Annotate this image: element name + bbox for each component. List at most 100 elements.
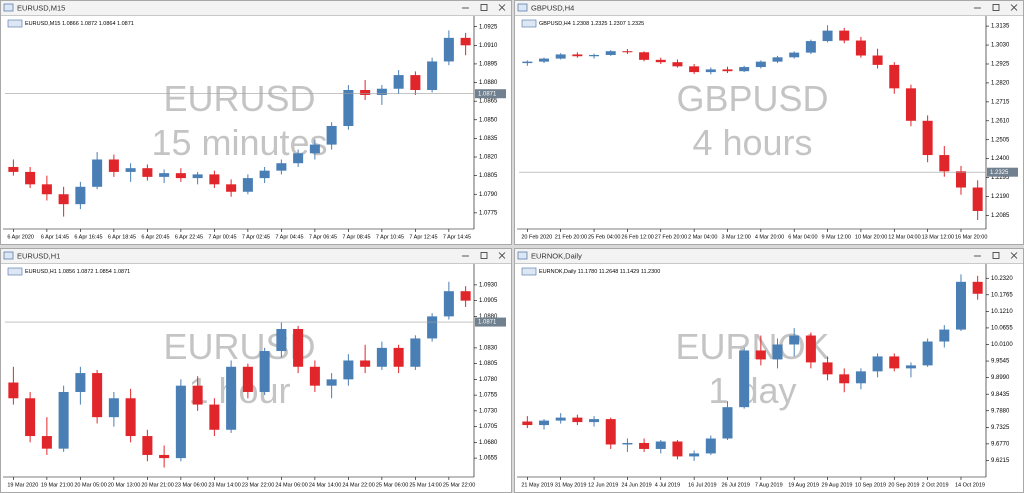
candle-body — [855, 40, 866, 56]
candle-body — [393, 75, 404, 89]
x-tick-label: 24 Jun 2019 — [621, 482, 651, 488]
x-tick-label: 25 Mar 22:00 — [443, 482, 475, 488]
x-tick-label: 7 Apr 10:45 — [376, 234, 404, 240]
candle-body — [522, 61, 533, 64]
y-tick-label: 1.0805 — [479, 361, 498, 367]
window-icon — [3, 251, 14, 260]
price-label-box — [475, 89, 506, 99]
x-tick-label: 23 Mar 14:00 — [208, 482, 240, 488]
close-button[interactable] — [1010, 4, 1018, 11]
candle-body — [443, 37, 454, 62]
y-tick-label: 1.3135 — [991, 24, 1010, 30]
candle-body — [855, 371, 866, 384]
candle-body — [922, 341, 933, 366]
x-tick-label: 19 Aug 2019 — [788, 482, 819, 488]
x-tick-label: 7 Apr 02:45 — [242, 234, 270, 240]
candle-body — [972, 187, 983, 211]
candle-body — [789, 335, 800, 345]
close-button[interactable] — [1010, 252, 1018, 259]
maximize-button[interactable] — [992, 4, 1000, 11]
price-label-box — [987, 167, 1018, 177]
candle-body — [58, 391, 69, 449]
price-label: 1.0871 — [478, 91, 497, 97]
window-title: EURNOK,Daily — [531, 251, 582, 260]
candle-body — [125, 398, 136, 437]
candle-body — [589, 419, 600, 423]
window-title: EURUSD,H1 — [17, 251, 60, 260]
candle-body — [889, 356, 900, 369]
candle-body — [589, 54, 600, 57]
candle-body — [360, 89, 371, 95]
candle-body — [360, 360, 371, 367]
candle-body — [972, 281, 983, 294]
y-tick-label: 10.0655 — [991, 326, 1013, 332]
maximize-button[interactable] — [480, 4, 488, 11]
y-tick-label: 1.2820 — [991, 81, 1010, 87]
y-tick-label: 1.3030 — [991, 43, 1010, 49]
candle-body — [75, 186, 86, 205]
y-tick-label: 1.0925 — [479, 24, 498, 30]
x-tick-label: 4 Mar 20:00 — [755, 234, 784, 240]
x-tick-label: 7 Apr 06:45 — [309, 234, 337, 240]
candle-body — [25, 398, 36, 437]
candle-body — [822, 30, 833, 42]
candle-body — [242, 366, 253, 392]
window-frame — [514, 248, 1024, 493]
candle-body — [125, 168, 136, 172]
y-tick-label: 9.7880 — [991, 408, 1010, 414]
watermark: 1 hour — [188, 370, 290, 411]
candle-body — [555, 417, 566, 421]
y-tick-label: 1.2295 — [991, 175, 1010, 181]
y-tick-label: 10.0100 — [991, 342, 1013, 348]
y-tick-label: 1.0780 — [479, 377, 498, 383]
maximize-button[interactable] — [480, 252, 488, 259]
candle-body — [427, 316, 438, 339]
candle-body — [622, 442, 633, 445]
candle-body — [393, 347, 404, 367]
candle-body — [905, 88, 916, 121]
candle-body — [689, 66, 700, 73]
x-tick-label: 9 Mar 12:00 — [822, 234, 851, 240]
candle-body — [343, 360, 354, 380]
x-tick-label: 6 Apr 18:45 — [108, 234, 136, 240]
close-button[interactable] — [498, 4, 506, 11]
x-tick-label: 21 Feb 20:00 — [555, 234, 587, 240]
x-tick-label: 10 Sep 2019 — [855, 482, 886, 488]
y-tick-label: 1.0850 — [479, 117, 498, 123]
candle-body — [25, 171, 36, 185]
x-tick-label: 29 Aug 2019 — [822, 482, 853, 488]
y-tick-label: 1.0830 — [479, 345, 498, 351]
candle-body — [293, 153, 304, 164]
maximize-button[interactable] — [992, 252, 1000, 259]
candle-body — [326, 379, 337, 386]
y-tick-label: 1.0865 — [479, 99, 498, 105]
candle-body — [192, 385, 203, 405]
candle-body — [755, 350, 766, 360]
price-label-box — [475, 317, 506, 327]
x-tick-label: 16 Mar 20:00 — [955, 234, 987, 240]
window-frame — [514, 0, 1024, 245]
watermark: EURUSD — [163, 326, 315, 367]
watermark: EURNOK — [675, 326, 829, 367]
x-tick-label: 27 Feb 20:00 — [655, 234, 687, 240]
candle-body — [672, 441, 683, 457]
price-label: 1.2325 — [990, 170, 1009, 176]
candle-body — [427, 61, 438, 90]
x-tick-label: 20 Feb 2020 — [521, 234, 552, 240]
window-title: EURUSD,M15 — [17, 3, 65, 12]
candle-body — [276, 328, 287, 352]
y-tick-label: 1.2400 — [991, 156, 1010, 162]
y-tick-label: 1.0790 — [479, 192, 498, 198]
close-button[interactable] — [498, 252, 506, 259]
x-tick-label: 7 Apr 14:45 — [443, 234, 471, 240]
x-tick-label: 26 Feb 12:00 — [621, 234, 653, 240]
title-bar — [515, 1, 1023, 15]
candle-body — [75, 373, 86, 392]
y-tick-label: 1.2715 — [991, 99, 1010, 105]
y-tick-label: 1.2085 — [991, 213, 1010, 219]
y-tick-label: 1.0705 — [479, 424, 498, 430]
x-tick-label: 25 Mar 14:00 — [409, 482, 441, 488]
x-tick-label: 16 Jul 2019 — [688, 482, 716, 488]
